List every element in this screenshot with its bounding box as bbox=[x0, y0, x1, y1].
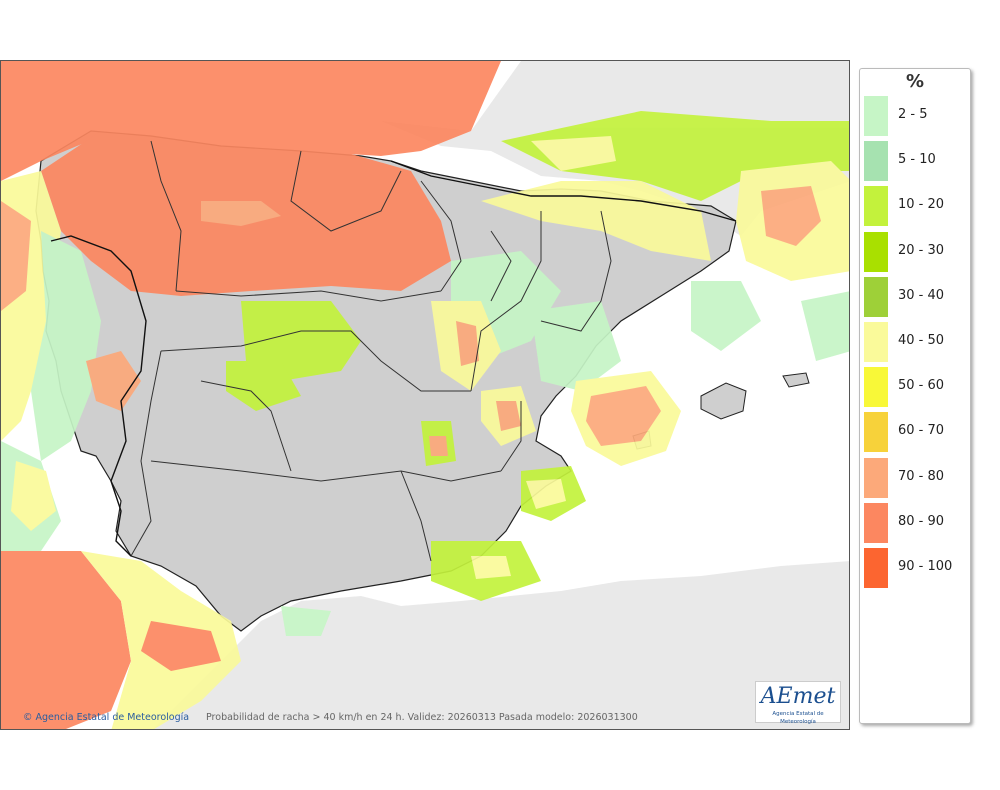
logo-word: AEmet bbox=[760, 684, 836, 709]
legend-label: 40 - 50 bbox=[898, 333, 945, 348]
legend-label: 90 - 100 bbox=[898, 559, 953, 574]
legend-swatch bbox=[864, 322, 888, 362]
copyright-icon: © bbox=[23, 712, 33, 723]
legend-label: 80 - 90 bbox=[898, 513, 945, 529]
portugal-spain-border bbox=[50, 235, 147, 557]
probability-map[interactable] bbox=[1, 61, 850, 730]
legend-swatch bbox=[864, 457, 888, 498]
legend-item: 90 - 100 bbox=[864, 548, 968, 588]
legend-swatch bbox=[864, 231, 888, 272]
map-caption: Probabilidad de racha > 40 km/h en 24 h.… bbox=[206, 712, 638, 723]
legend-label: 30 - 40 bbox=[898, 287, 945, 303]
legend-item: 40 - 50 bbox=[864, 322, 968, 362]
legend-item: 5 - 10 bbox=[864, 141, 968, 182]
legend-item: 30 - 40 bbox=[864, 276, 968, 317]
legend-label: 5 - 10 bbox=[898, 152, 936, 168]
map-frame[interactable]: © Agencia Estatal de Meteorología Probab… bbox=[0, 60, 850, 730]
legend-swatch bbox=[864, 412, 888, 453]
aemet-logo[interactable]: AEmet Agencia Estatal de Meteorología bbox=[755, 681, 841, 725]
menorca bbox=[782, 372, 810, 388]
legend: % 2 - 5 5 - 10 10 - 20 20 - 30 30 - 40 40 - 5… bbox=[859, 68, 971, 724]
legend-label: 50 - 60 bbox=[898, 378, 945, 394]
legend-item: 50 - 60 bbox=[864, 367, 968, 408]
legend-swatch bbox=[864, 96, 888, 136]
pyrenees-border bbox=[390, 160, 737, 222]
legend-label: 60 - 70 bbox=[898, 423, 945, 439]
region-borders bbox=[130, 140, 612, 562]
legend-item: 2 - 5 bbox=[864, 96, 968, 136]
legend-swatch bbox=[864, 186, 888, 227]
legend-swatch bbox=[864, 548, 888, 588]
legend-label: 10 - 20 bbox=[898, 197, 945, 213]
legend-swatch bbox=[864, 367, 888, 408]
legend-item: 70 - 80 bbox=[864, 457, 968, 498]
legend-item: 10 - 20 bbox=[864, 186, 968, 227]
legend-swatch bbox=[864, 276, 888, 317]
legend-item: 60 - 70 bbox=[864, 412, 968, 453]
legend-label: 20 - 30 bbox=[898, 242, 945, 258]
legend-item: 80 - 90 bbox=[864, 502, 968, 543]
legend-label: 2 - 5 bbox=[898, 107, 928, 122]
credit-text: Agencia Estatal de Meteorología bbox=[35, 712, 190, 723]
legend-unit: % bbox=[905, 71, 925, 92]
logo-subtitle: Agencia Estatal de Meteorología bbox=[772, 711, 824, 725]
legend-swatch bbox=[864, 141, 888, 182]
legend-swatch bbox=[864, 502, 888, 543]
probability-overlays bbox=[1, 61, 849, 729]
mallorca bbox=[700, 382, 747, 420]
legend-item: 20 - 30 bbox=[864, 231, 968, 272]
copyright-credit[interactable]: © Agencia Estatal de Meteorología bbox=[23, 712, 189, 723]
north-africa-land bbox=[153, 561, 849, 729]
legend-label: 70 - 80 bbox=[898, 468, 945, 484]
